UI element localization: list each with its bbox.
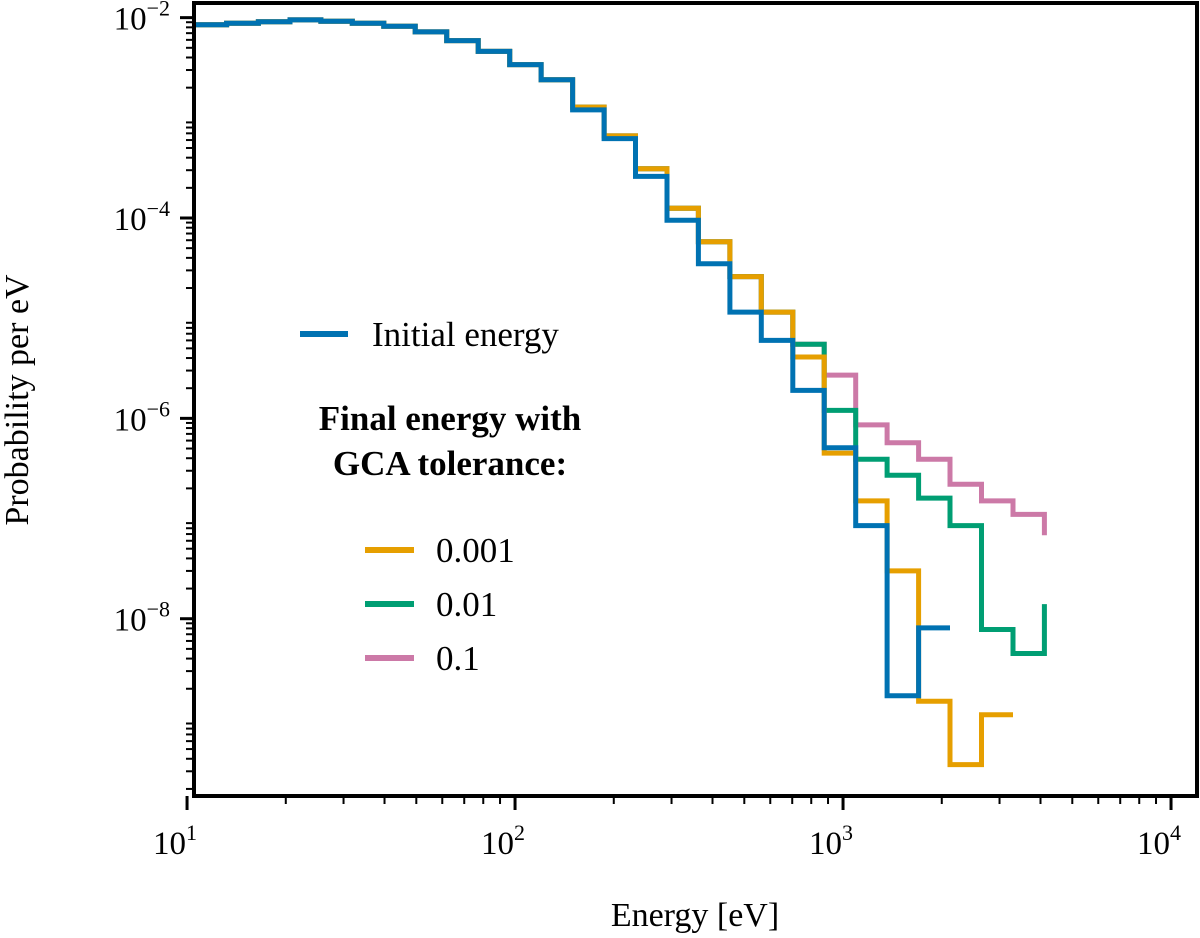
legend-title-line: Final energy with: [319, 399, 581, 438]
series-line-initial-energy: [194, 17, 950, 699]
histogram-lines: [194, 17, 1047, 768]
legend-label-0-01: 0.01: [436, 585, 497, 624]
x-tick-label: 104: [1137, 820, 1181, 862]
series-line-0-1: [194, 17, 1047, 536]
x-tick-label: 101: [153, 820, 197, 862]
y-tick-label: 10−8: [114, 597, 170, 639]
axis-ticks: 101 102 103 104 10−2 10−4 10−6 10−8: [114, 0, 1181, 862]
legend: Initial energy Final energy with GCA toler…: [300, 315, 581, 678]
x-tick-label: 102: [481, 820, 525, 862]
y-tick-label: 10−2: [114, 0, 170, 38]
x-tick-label: 103: [809, 820, 853, 862]
legend-label-initial-energy: Initial energy: [372, 315, 559, 354]
plot-frame: [192, 1, 1199, 798]
x-axis-label: Energy [eV]: [611, 897, 779, 934]
y-tick-label: 10−4: [114, 196, 170, 238]
legend-label-0-001: 0.001: [436, 531, 515, 570]
legend-title-line: GCA tolerance:: [333, 444, 567, 483]
legend-label-0-1: 0.1: [436, 639, 480, 678]
y-axis-label: Probability per eV: [0, 274, 36, 526]
y-tick-label: 10−6: [114, 396, 170, 438]
